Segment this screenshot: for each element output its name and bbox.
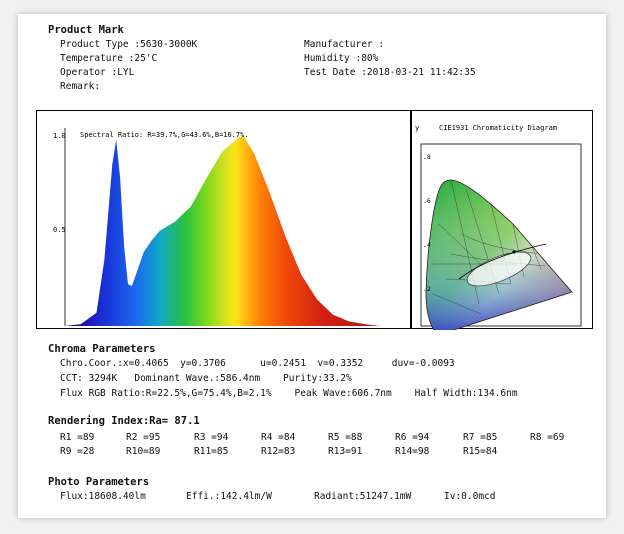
operator: Operator :LYL [60,67,135,78]
product-mark-title: Product Mark [48,24,124,36]
chroma-line-2: CCT: 3294K Dominant Wave.:586.4nm Purity… [60,373,352,384]
rendering-title: Rendering Index:Ra= 87.1 [48,415,200,427]
humidity: Humidity :80% [304,53,379,64]
photo-flux: Flux:18608.40lm [60,491,146,502]
rendering-index-value: R12=83 [261,446,296,457]
cie-y-label: y [415,124,419,132]
cie-y-tick: .8 [423,153,431,161]
charts-panel: Spectral Ratio: R=39.7%,G=43.6%,B=16.7%.… [36,110,593,330]
photo-radiant: Radiant:51247.1mW [314,491,412,502]
rendering-index-value: R11=85 [194,446,229,457]
cie-x-tick: 0 [417,329,421,330]
spectrum-y-tick: 1.0 [53,132,66,140]
rendering-index-value: R1 =89 [60,432,95,443]
rendering-index-value: R2 =95 [126,432,161,443]
spectrum-y-tick: 0.5 [53,226,66,234]
cie-x-label: x [583,328,587,330]
chroma-line-1: Chro.Coor.:x=0.4065 y=0.3706 u=0.2451 v=… [60,358,455,369]
cie-x-tick: 0.7 [561,329,573,330]
spectrum-curve [65,136,380,326]
rendering-index-value: R9 =28 [60,446,95,457]
cie-y-tick: .6 [423,197,431,205]
photo-title: Photo Parameters [48,476,150,488]
cie-x-tick: 0.1 [442,329,454,330]
rendering-index-value: R15=84 [463,446,498,457]
rendering-index-value: R5 =88 [328,432,363,443]
product-type: Product Type :5630-3000K [60,39,198,50]
rendering-index-value: R7 =85 [463,432,498,443]
cie-y-tick: .4 [423,241,431,249]
remark: Remark: [60,81,101,92]
spectral-ratio: Spectral Ratio: R=39.7%,G=43.6%,B=16.7%. [80,131,249,139]
rendering-index-value: R4 =84 [261,432,296,443]
cie-x-tick: 0.5 [520,329,532,330]
cie-plot: .8 .6 .4 .2 0 0.1 0.3 0.5 0.7 [417,143,582,330]
report-sheet: Product Mark Product Type :5630-3000K Ma… [18,14,606,518]
rendering-index-value: R10=89 [126,446,161,457]
test-date: Test Date :2018-03-21 11:42:35 [304,67,476,78]
rendering-index-value: R13=91 [328,446,363,457]
photo-iv: Iv:0.0mcd [444,491,496,502]
chroma-line-3: Flux RGB Ratio:R=22.5%,G=75.4%,B=2.1% Pe… [60,388,518,399]
manufacturer: Manufacturer : [304,39,385,50]
rendering-index-value: R14=98 [395,446,430,457]
cie-x-tick: 0.3 [480,329,492,330]
rendering-index-value: R3 =94 [194,432,229,443]
cie-title: CIE1931 Chromaticity Diagram [439,124,557,132]
cie-chromaticity-point [512,250,516,254]
chroma-title: Chroma Parameters [48,343,156,355]
cie-y-tick: .2 [423,285,431,293]
photo-efficiency: Effi.:142.4lm/W [186,491,272,502]
rendering-index-value: R8 =69 [530,432,565,443]
rendering-index-value: R6 =94 [395,432,430,443]
temperature: Temperature :25'C [60,53,158,64]
